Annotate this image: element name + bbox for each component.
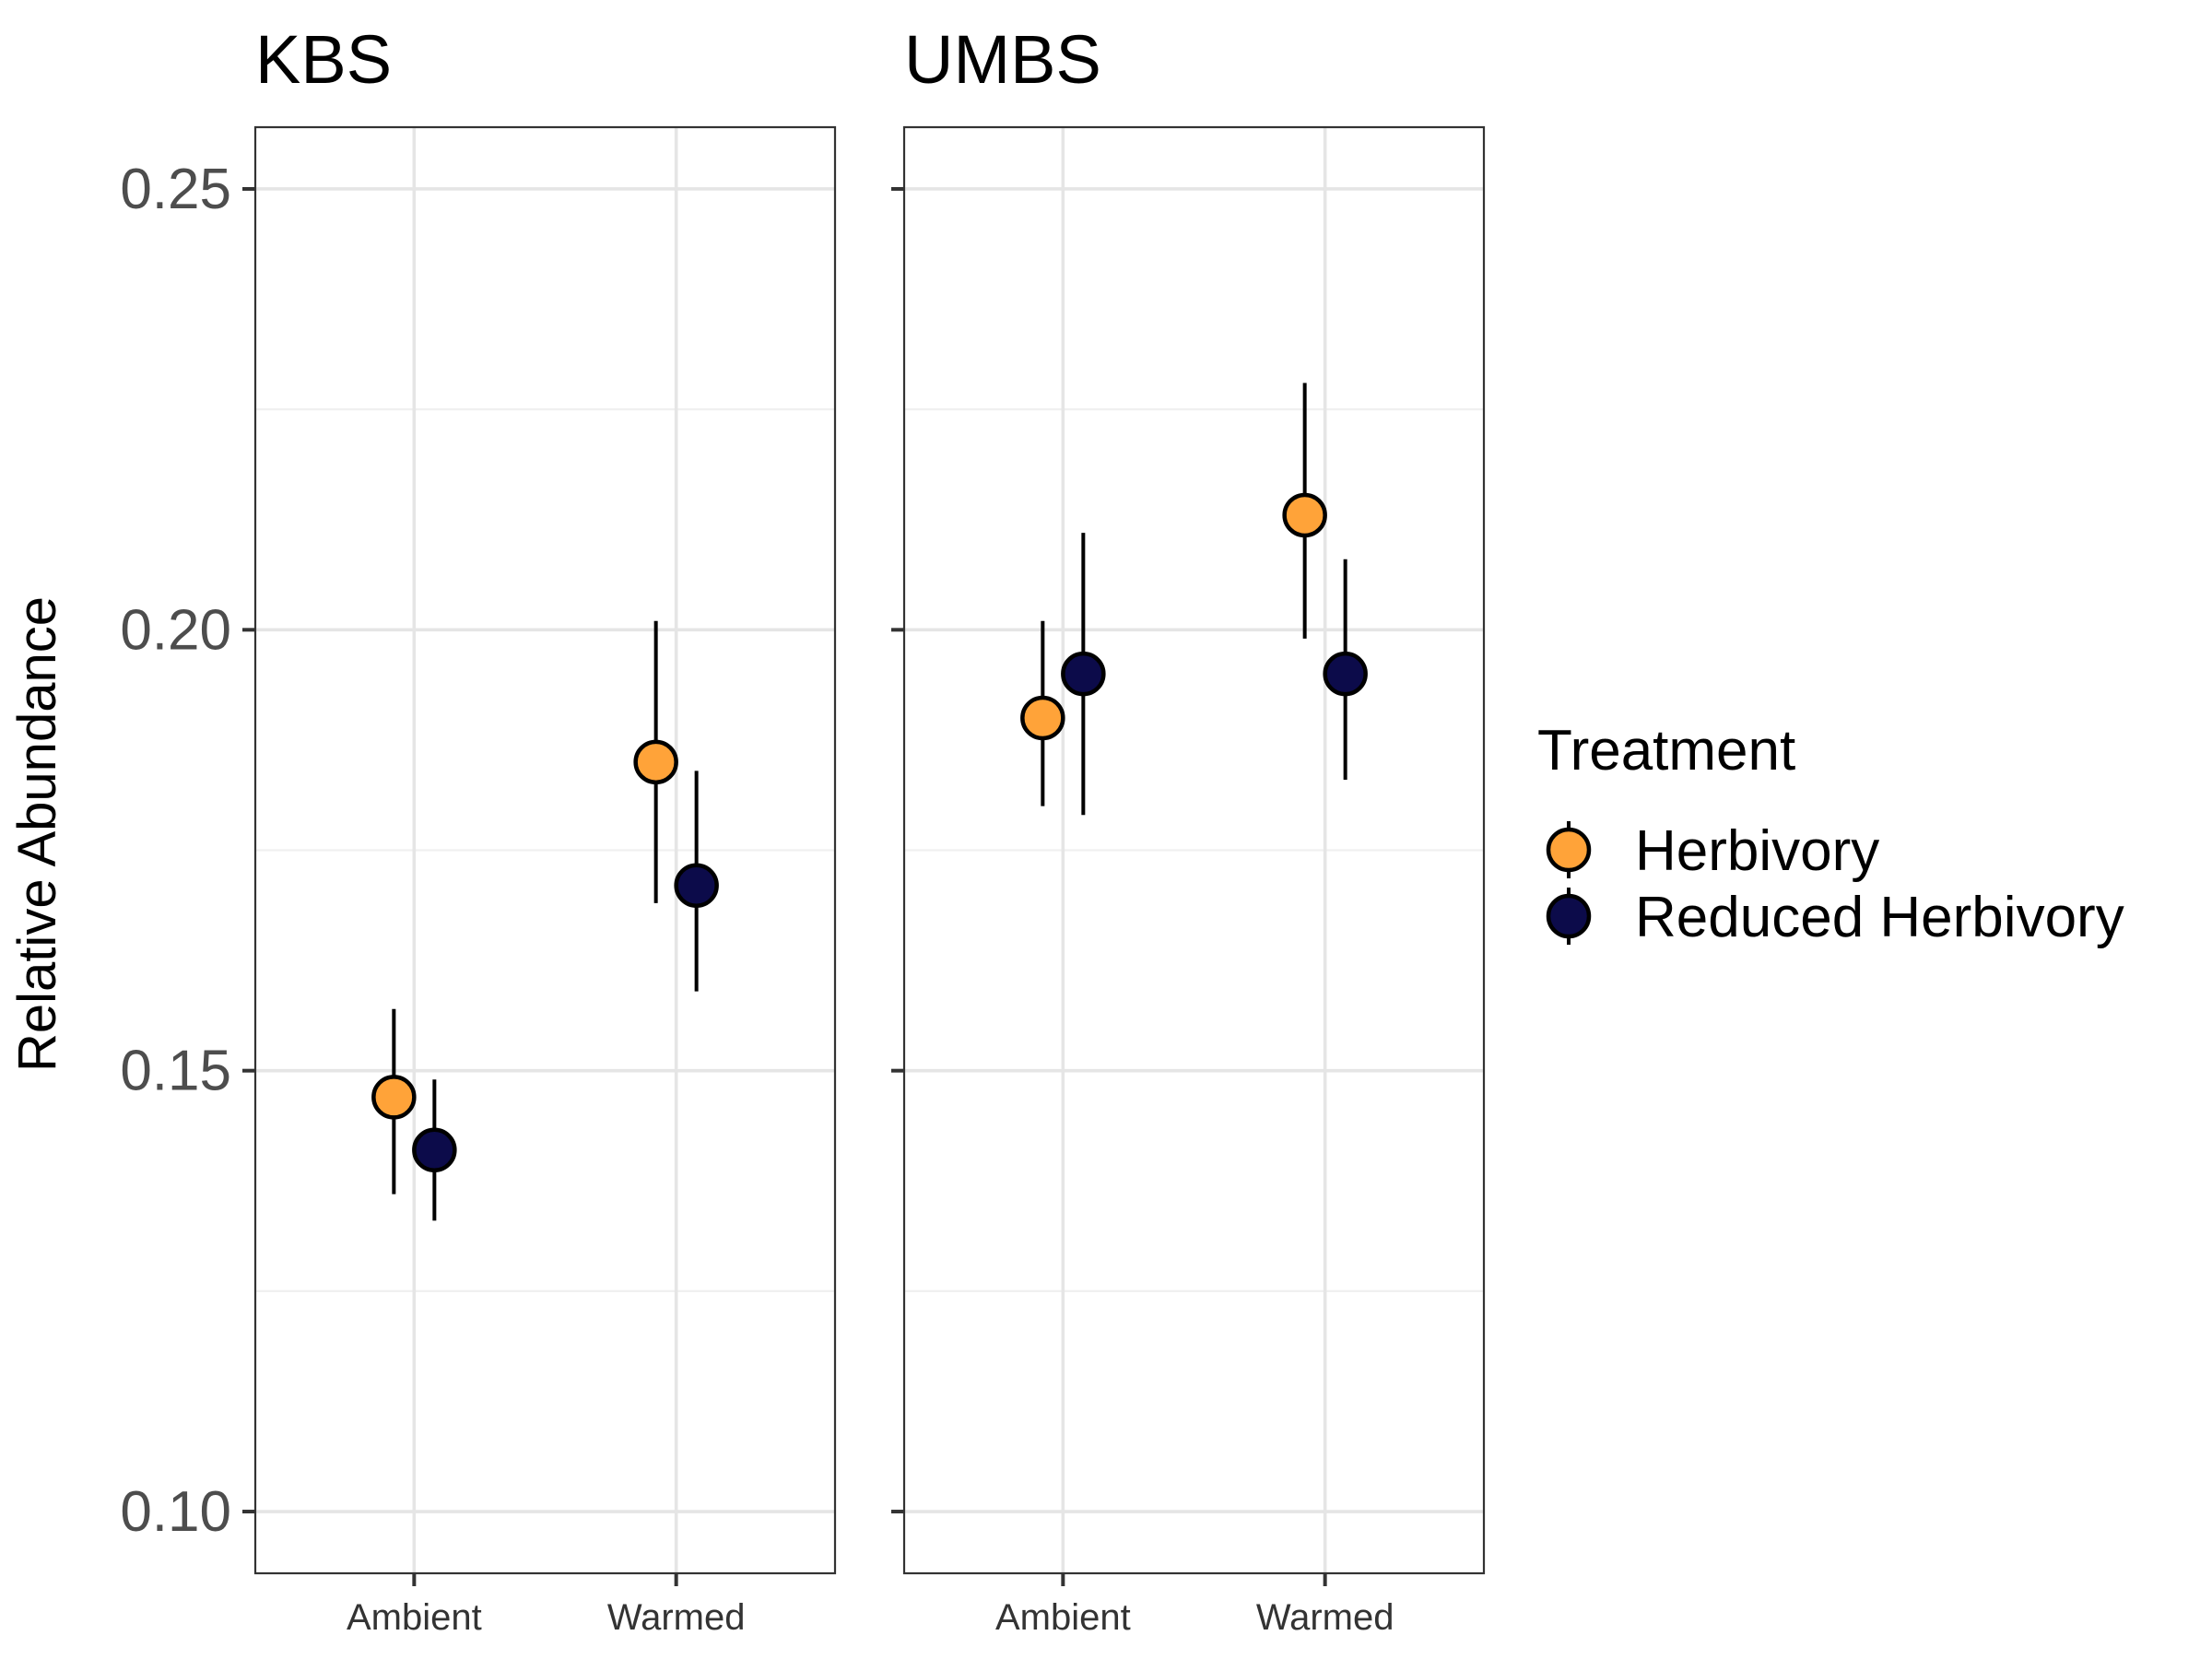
y-tick-label: 0.10 [120, 1480, 231, 1544]
y-tick-label: 0.15 [120, 1040, 231, 1103]
panel-border [253, 125, 837, 1575]
y-tick-label: 0.20 [120, 598, 231, 662]
y-axis-title: Relative Abundance [7, 596, 67, 1072]
panel-kbs: KBS 0.10 0.15 0.20 0.25 Ambient Warmed [120, 21, 837, 1638]
legend-entry-reduced-herbivory: Reduced Herbivory [1546, 886, 2124, 949]
facet-title: UMBS [904, 21, 1101, 98]
data-point [1282, 492, 1327, 538]
x-tick-label: Warmed [1256, 1597, 1394, 1638]
series-reduced-herbivory [412, 771, 719, 1221]
legend-entry-herbivory: Herbivory [1546, 819, 1879, 883]
panel-border [902, 125, 1486, 1575]
legend-label: Herbivory [1635, 819, 1879, 883]
legend-title: Treatment [1537, 719, 1795, 782]
data-point [1020, 695, 1065, 741]
series-herbivory [371, 620, 678, 1194]
data-point [412, 1127, 457, 1173]
data-point [674, 863, 719, 909]
panel-umbs: UMBS Ambient Warmed [891, 21, 1486, 1638]
facet-title: KBS [255, 21, 392, 98]
legend-label: Reduced Herbivory [1635, 886, 2124, 949]
series-reduced-herbivory [1061, 533, 1368, 816]
y-tick-label: 0.25 [120, 158, 231, 221]
data-point [1323, 651, 1368, 697]
series-herbivory [1020, 382, 1327, 806]
data-point [1061, 651, 1106, 697]
x-tick-label: Ambient [995, 1597, 1131, 1638]
x-tick-label: Warmed [607, 1597, 746, 1638]
legend-key-point [1546, 827, 1592, 873]
panels: KBS 0.10 0.15 0.20 0.25 Ambient Warmed UMBS Ambi… [120, 21, 1486, 1638]
legend-key-point [1546, 893, 1592, 939]
data-point [633, 739, 678, 785]
x-tick-label: Ambient [347, 1597, 482, 1638]
data-point [371, 1075, 417, 1120]
